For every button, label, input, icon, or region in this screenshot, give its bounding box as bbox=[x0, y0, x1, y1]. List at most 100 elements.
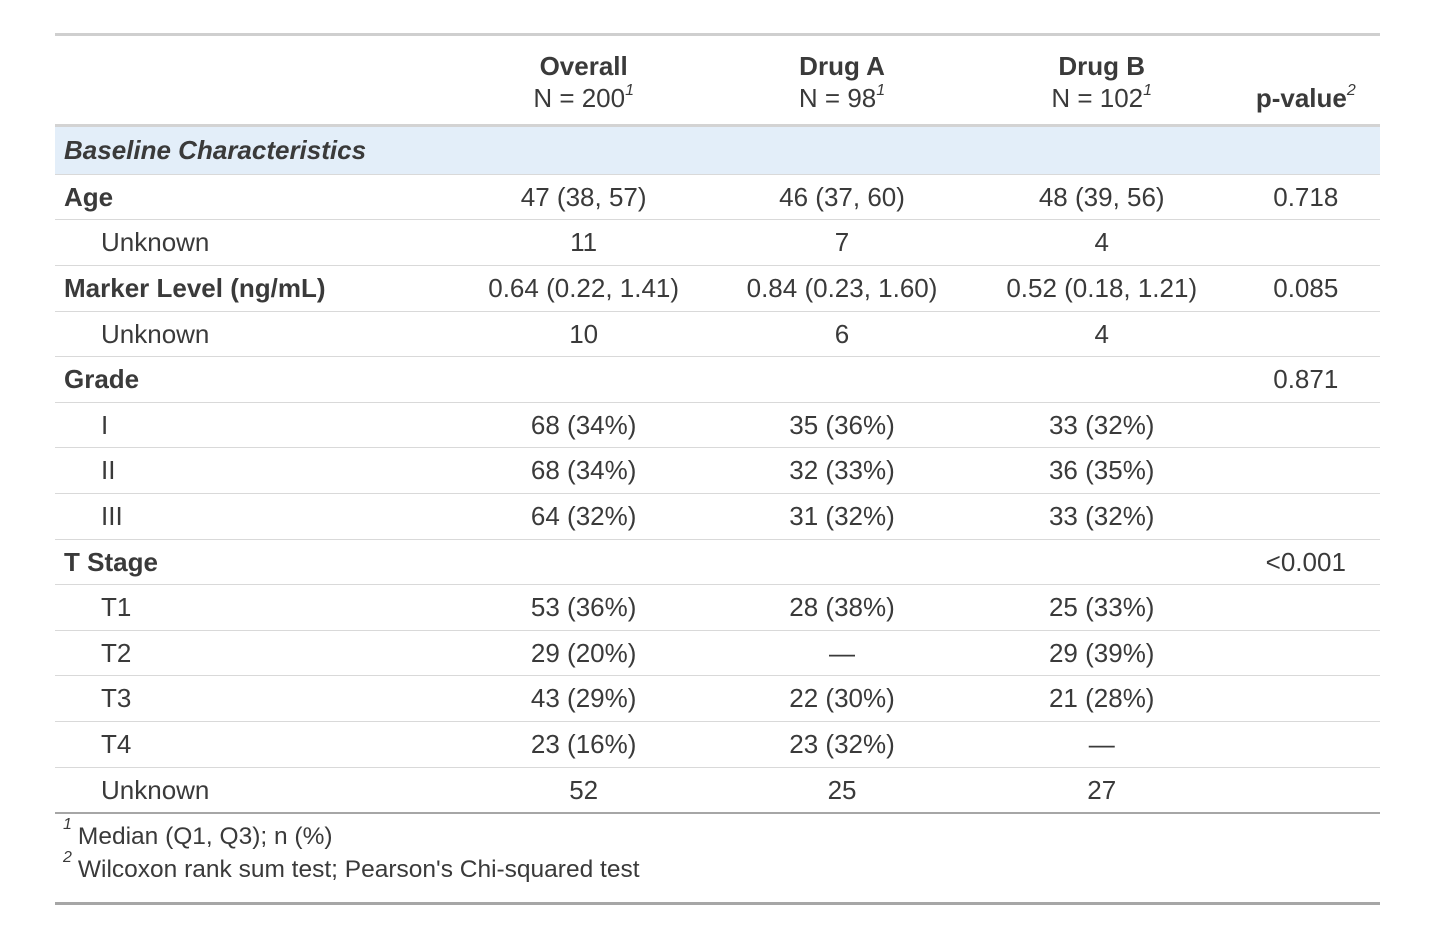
cell-drug-b: 48 (39, 56) bbox=[971, 174, 1232, 221]
column-label: Drug A bbox=[799, 51, 885, 81]
row-label: Unknown bbox=[55, 311, 456, 358]
row-label: Age bbox=[55, 174, 456, 221]
table-row: T3 43 (29%) 22 (30%) 21 (28%) bbox=[55, 675, 1380, 722]
cell-drug-a: 6 bbox=[712, 311, 972, 358]
row-label: Grade bbox=[55, 356, 456, 403]
cell-overall: 47 (38, 57) bbox=[455, 174, 713, 221]
column-header-drug-a: Drug A N = 981 bbox=[712, 34, 972, 128]
column-header-row: Overall N = 2001 Drug A N = 981 Drug B N… bbox=[55, 34, 1380, 128]
column-label: p-value2 bbox=[1255, 81, 1356, 113]
cell-p-value bbox=[1231, 721, 1380, 768]
cell-p-value bbox=[1231, 219, 1380, 266]
cell-drug-b: 33 (32%) bbox=[971, 493, 1232, 540]
table-row: III 64 (32%) 31 (32%) 33 (32%) bbox=[55, 493, 1380, 540]
cell-overall: 52 bbox=[455, 767, 713, 815]
cell-drug-a: 28 (38%) bbox=[712, 584, 972, 631]
cell-overall: 43 (29%) bbox=[455, 675, 713, 722]
table-row: T2 29 (20%) — 29 (39%) bbox=[55, 630, 1380, 677]
cell-overall: 29 (20%) bbox=[455, 630, 713, 677]
cell-p-value bbox=[1231, 402, 1380, 449]
column-header-overall: Overall N = 2001 bbox=[455, 34, 713, 128]
cell-overall: 53 (36%) bbox=[455, 584, 713, 631]
cell-overall: 23 (16%) bbox=[455, 721, 713, 768]
column-label: Overall bbox=[539, 51, 628, 81]
group-header-row: Baseline Characteristics bbox=[55, 125, 1380, 175]
table-row: I 68 (34%) 35 (36%) 33 (32%) bbox=[55, 402, 1380, 449]
table-row: II 68 (34%) 32 (33%) 36 (35%) bbox=[55, 447, 1380, 494]
cell-drug-b: 4 bbox=[971, 311, 1232, 358]
cell-overall: 10 bbox=[455, 311, 713, 358]
cell-drug-a bbox=[712, 539, 972, 586]
cell-drug-a: 31 (32%) bbox=[712, 493, 972, 540]
table-row: Marker Level (ng/mL) 0.64 (0.22, 1.41) 0… bbox=[55, 265, 1380, 312]
row-label: I bbox=[55, 402, 456, 449]
cell-overall: 0.64 (0.22, 1.41) bbox=[455, 265, 713, 312]
table-row: T Stage <0.001 bbox=[55, 539, 1380, 586]
cell-drug-a: 46 (37, 60) bbox=[712, 174, 972, 221]
cell-overall: 68 (34%) bbox=[455, 447, 713, 494]
cell-p-value: 0.718 bbox=[1231, 174, 1380, 221]
table-row: Unknown 10 6 4 bbox=[55, 311, 1380, 358]
cell-p-value: 0.085 bbox=[1231, 265, 1380, 312]
footnote-marker: 2 bbox=[1346, 81, 1356, 99]
cell-drug-b: 4 bbox=[971, 219, 1232, 266]
row-label: T2 bbox=[55, 630, 456, 677]
cell-drug-a: 23 (32%) bbox=[712, 721, 972, 768]
footnote-1: 1 Median (Q1, Q3); n (%) bbox=[63, 815, 333, 851]
cell-drug-b bbox=[971, 356, 1232, 403]
cell-drug-a: 0.84 (0.23, 1.60) bbox=[712, 265, 972, 312]
column-header-empty bbox=[55, 34, 456, 128]
footnote-marker: 1 bbox=[625, 81, 635, 99]
column-header-drug-b: Drug B N = 1021 bbox=[971, 34, 1232, 128]
table-row: T1 53 (36%) 28 (38%) 25 (33%) bbox=[55, 584, 1380, 631]
summary-table: Overall N = 2001 Drug A N = 981 Drug B N… bbox=[55, 33, 1380, 905]
cell-overall: 11 bbox=[455, 219, 713, 266]
row-label: T3 bbox=[55, 675, 456, 722]
footnote-row: 1 Median (Q1, Q3); n (%) 2 Wilcoxon rank s… bbox=[55, 813, 1380, 903]
cell-drug-b bbox=[971, 539, 1232, 586]
cell-p-value bbox=[1231, 675, 1380, 722]
cell-overall bbox=[455, 356, 713, 403]
cell-drug-b: 27 bbox=[971, 767, 1232, 815]
table-row: Age 47 (38, 57) 46 (37, 60) 48 (39, 56) … bbox=[55, 174, 1380, 221]
column-label: Drug B bbox=[1058, 51, 1146, 81]
footnote-2: 2 Wilcoxon rank sum test; Pearson's Chi-s… bbox=[63, 848, 640, 884]
cell-overall: 64 (32%) bbox=[455, 493, 713, 540]
cell-drug-a: 7 bbox=[712, 219, 972, 266]
cell-drug-b: 33 (32%) bbox=[971, 402, 1232, 449]
cell-drug-b: 25 (33%) bbox=[971, 584, 1232, 631]
row-label: T Stage bbox=[55, 539, 456, 586]
column-header-p-value: p-value2 bbox=[1231, 34, 1380, 128]
row-label: T4 bbox=[55, 721, 456, 768]
footnote-marker: 1 bbox=[1143, 81, 1153, 99]
cell-p-value: 0.871 bbox=[1231, 356, 1380, 403]
cell-p-value bbox=[1231, 584, 1380, 631]
footnote-marker: 2 bbox=[63, 848, 72, 866]
row-label: Unknown bbox=[55, 219, 456, 266]
footnote-marker: 1 bbox=[63, 815, 72, 833]
row-label: Marker Level (ng/mL) bbox=[55, 265, 456, 312]
cell-drug-a bbox=[712, 356, 972, 403]
row-label: T1 bbox=[55, 584, 456, 631]
cell-drug-a: 32 (33%) bbox=[712, 447, 972, 494]
table-row: T4 23 (16%) 23 (32%) — bbox=[55, 721, 1380, 768]
cell-p-value bbox=[1231, 447, 1380, 494]
cell-drug-a: 35 (36%) bbox=[712, 402, 972, 449]
column-sublabel: N = 2001 bbox=[533, 81, 635, 113]
cell-p-value bbox=[1231, 493, 1380, 540]
cell-drug-b: 29 (39%) bbox=[971, 630, 1232, 677]
row-label: Unknown bbox=[55, 767, 456, 815]
cell-drug-b: 0.52 (0.18, 1.21) bbox=[971, 265, 1232, 312]
cell-drug-b: — bbox=[971, 721, 1232, 768]
cell-p-value bbox=[1231, 311, 1380, 358]
table-row: Unknown 52 25 27 bbox=[55, 767, 1380, 815]
cell-drug-a: 22 (30%) bbox=[712, 675, 972, 722]
table-row: Unknown 11 7 4 bbox=[55, 219, 1380, 266]
column-sublabel: N = 1021 bbox=[1051, 81, 1153, 113]
column-sublabel: N = 981 bbox=[798, 81, 886, 113]
footnote-marker: 1 bbox=[876, 81, 886, 99]
cell-p-value: <0.001 bbox=[1231, 539, 1380, 586]
cell-overall: 68 (34%) bbox=[455, 402, 713, 449]
table-row: Grade 0.871 bbox=[55, 356, 1380, 403]
